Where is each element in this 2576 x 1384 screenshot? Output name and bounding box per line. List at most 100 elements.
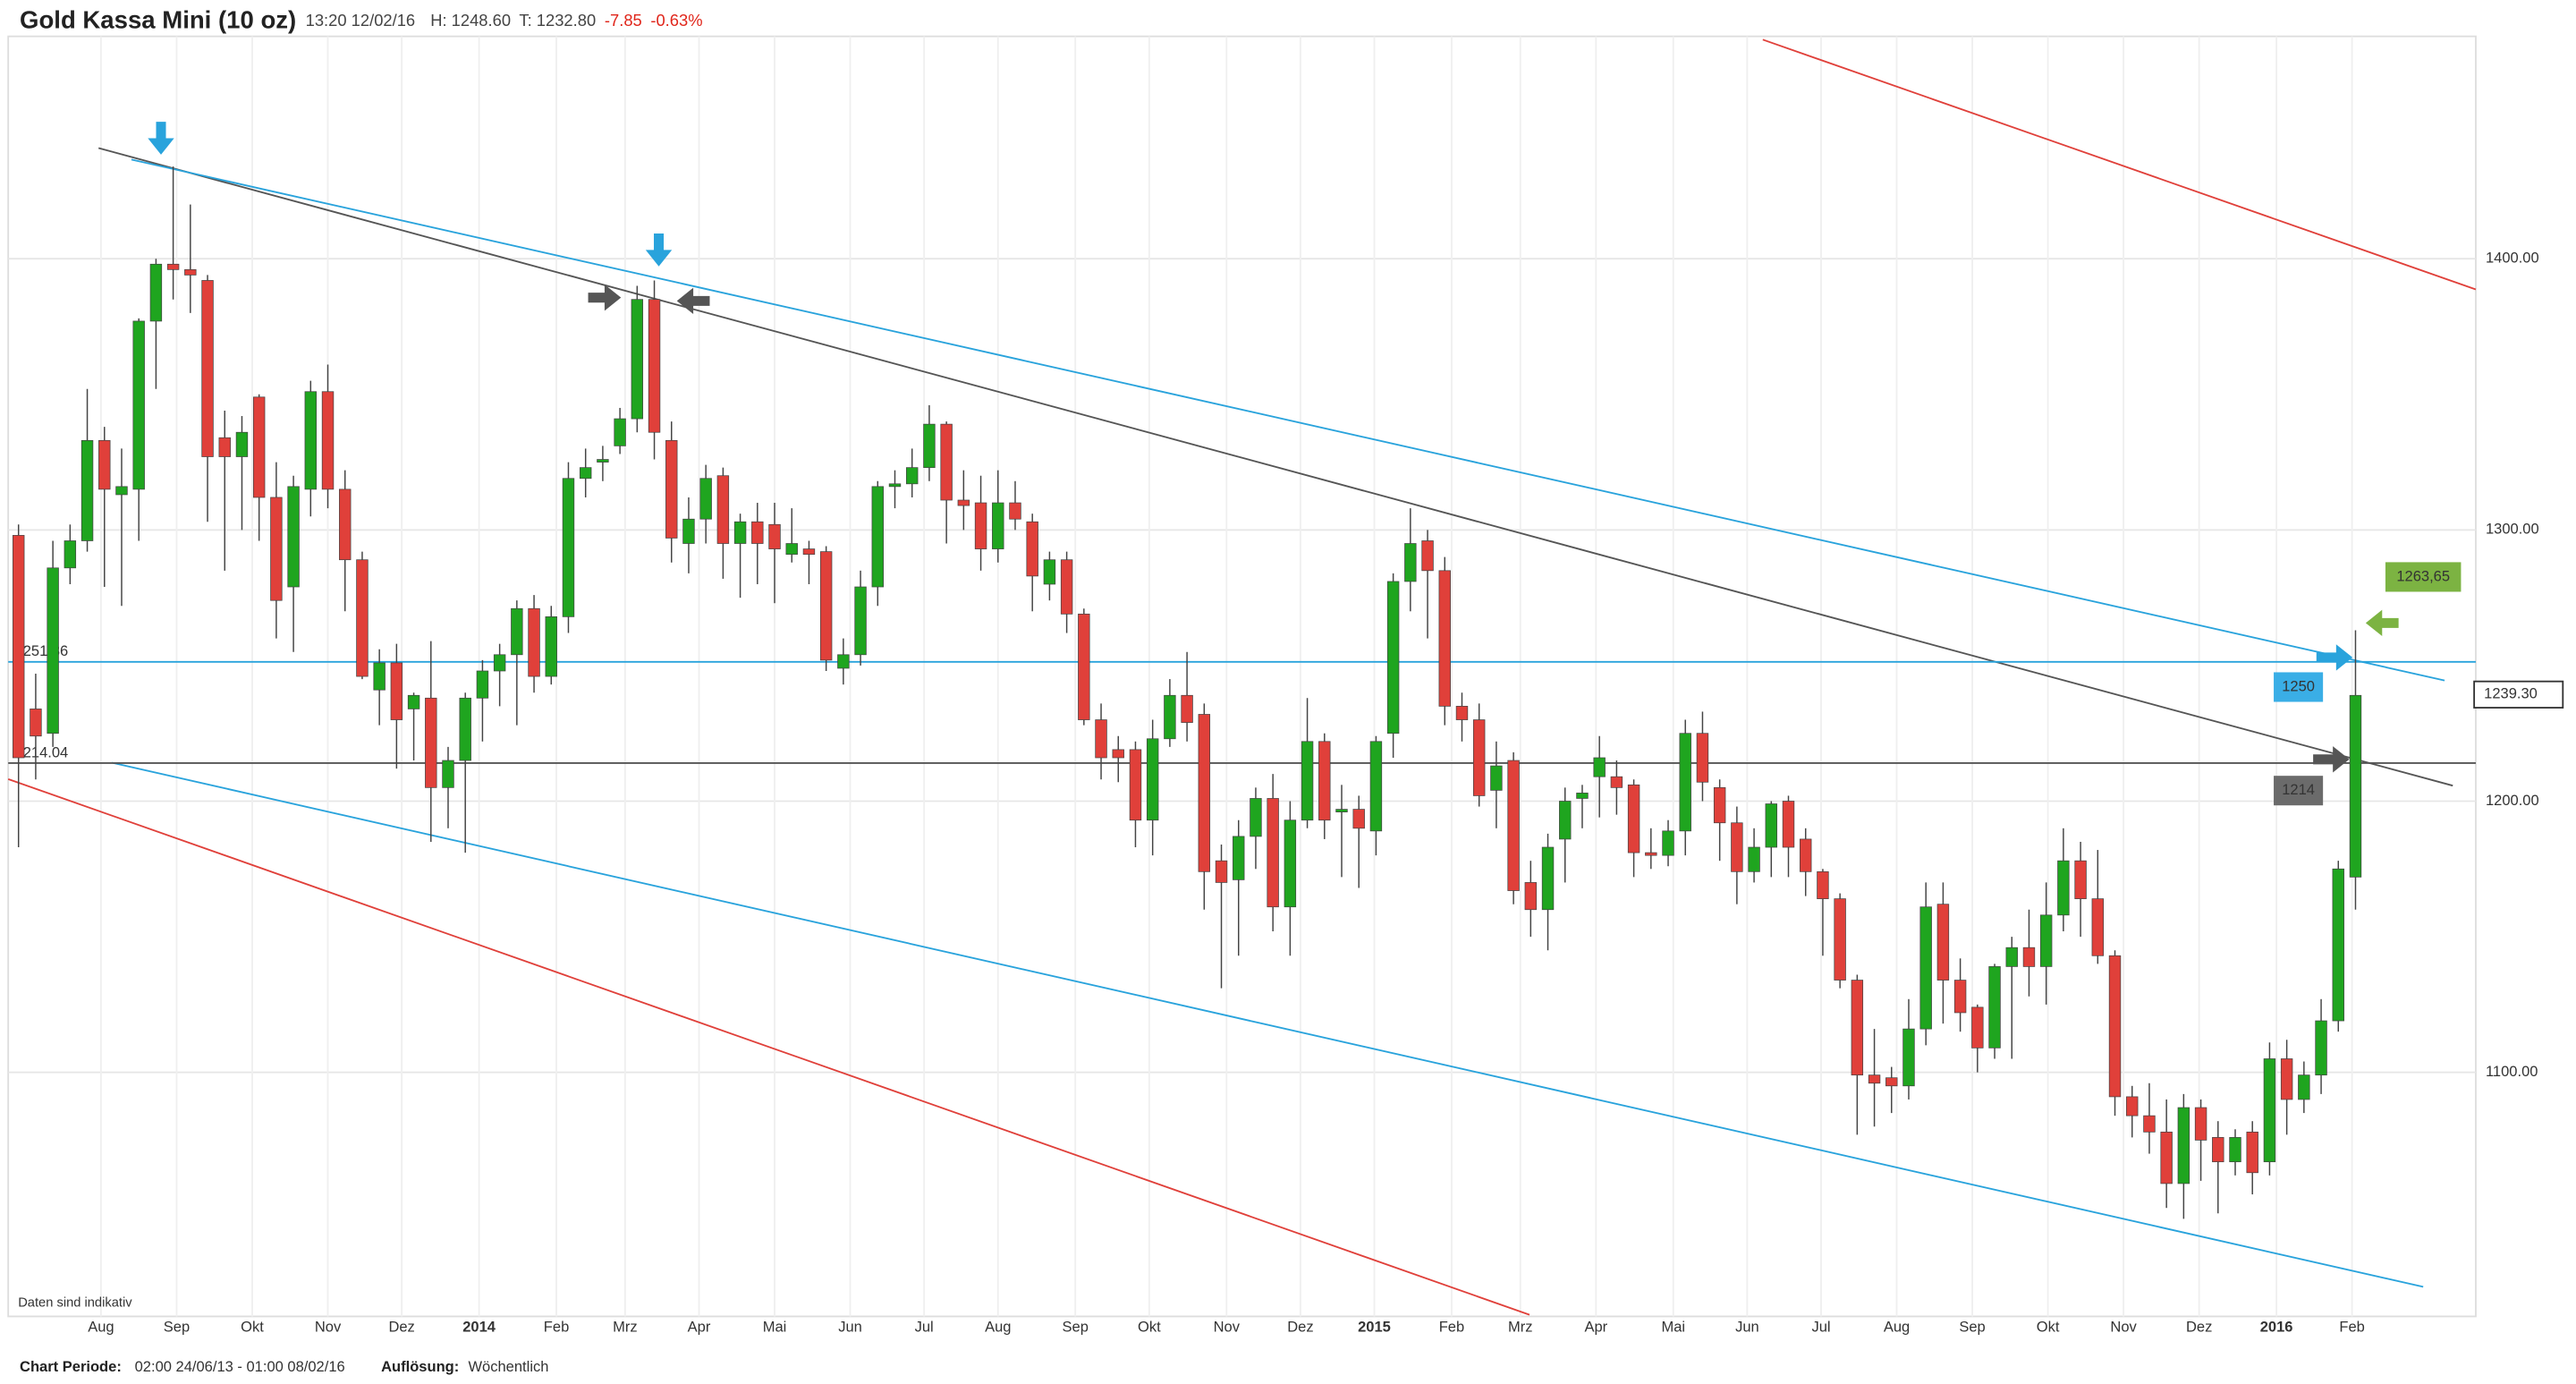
candle-body [321, 391, 335, 490]
candle-body [1215, 860, 1228, 883]
candle-body [47, 567, 59, 734]
x-tick-label: Okt [241, 1319, 264, 1336]
price-line-label: 1214.04 [15, 743, 69, 760]
candle-body [1318, 741, 1331, 821]
candle-body [888, 483, 902, 488]
candle-body [270, 497, 283, 601]
price-tag [2274, 672, 2324, 702]
candle-body [1267, 798, 1279, 908]
candle-body [115, 486, 128, 496]
trend-line [97, 147, 2453, 787]
candle-body [1438, 570, 1451, 707]
last-price-label: 1239.30 [2484, 685, 2538, 702]
price-tag-label: 1250 [2282, 677, 2315, 694]
candle-body [648, 299, 661, 433]
note: Daten sind indikativ [18, 1296, 132, 1311]
candle-body [682, 518, 695, 544]
x-tick-label: Jul [1811, 1319, 1830, 1336]
x-tick-label: Apr [688, 1319, 711, 1336]
x-tick-label: Mai [763, 1319, 787, 1336]
candle-body [1095, 719, 1107, 759]
x-tick-label: Feb [544, 1319, 569, 1336]
candle-body [1627, 784, 1640, 853]
x-tick-label: 2014 [462, 1319, 496, 1336]
candle-body [1748, 846, 1760, 872]
candle-body [166, 263, 180, 270]
candle-body [2160, 1131, 2173, 1184]
price-tag-label: 1214 [2282, 781, 2315, 798]
candle-body [1369, 741, 1383, 832]
candle-body [1078, 613, 1090, 720]
candle-body [854, 586, 867, 656]
candle-body [1472, 719, 1486, 796]
x-tick-label: 2016 [2260, 1319, 2293, 1336]
arrow-right [2316, 644, 2353, 671]
candle-body [476, 670, 489, 699]
candle-body [837, 654, 850, 669]
x-tick-label: Sep [164, 1319, 190, 1336]
x-tick-label: Nov [1214, 1319, 1241, 1336]
candle-body [1731, 822, 1743, 872]
last-price-box [2473, 680, 2564, 709]
candle-body [2005, 947, 2018, 967]
x-tick-label: Aug [985, 1319, 1011, 1336]
x-tick-label: Dez [2186, 1319, 2212, 1336]
y-tick-label: 1200.00 [2486, 792, 2539, 809]
candle-body [1851, 980, 1864, 1076]
x-tick-label: Okt [2037, 1319, 2060, 1336]
candle-body [218, 437, 231, 457]
x-tick-label: 2015 [1358, 1319, 1391, 1336]
price-tags: 1239.30 1263,65 1250 1214 [2274, 562, 2564, 806]
outer-lower [7, 777, 1530, 1316]
x-tick-label: Sep [1063, 1319, 1089, 1336]
arrow-left [2365, 609, 2399, 637]
footer-period: 02:00 24/06/13 - 01:00 08/02/16 [135, 1358, 345, 1375]
candle-body [2332, 868, 2344, 1022]
candle-body [1817, 870, 1829, 899]
x-tick-label: Dez [388, 1319, 414, 1336]
candle-body [1181, 694, 1193, 723]
y-tick-label: 1300.00 [2486, 521, 2539, 538]
header-time: 13:20 12/02/16 [306, 11, 416, 30]
candle-body [390, 662, 403, 720]
header-change-pct: -0.63% [650, 11, 702, 30]
candle-body [13, 535, 25, 759]
candle-body [1421, 540, 1434, 572]
candle-body [768, 523, 781, 549]
candle-body [1352, 809, 1365, 829]
candle-body [1404, 543, 1417, 582]
x-tick-label: Aug [88, 1319, 114, 1336]
candle-body [2039, 914, 2053, 967]
candle-body [2022, 947, 2036, 967]
candle-body [1386, 581, 1400, 734]
channel-upper [131, 158, 2445, 682]
candle-body [235, 431, 249, 457]
x-tick-label: Feb [1439, 1319, 1464, 1336]
candle-body [1455, 706, 1469, 720]
x-tick-label: Dez [1287, 1319, 1313, 1336]
candle-body [923, 423, 936, 469]
candle-body [2298, 1074, 2310, 1100]
candle-body [2212, 1137, 2224, 1163]
candle-body [665, 439, 678, 539]
candle-body [1576, 793, 1589, 799]
candle-body [1765, 803, 1777, 848]
candle-body [64, 540, 77, 569]
candle-body [1800, 838, 1812, 872]
candle-body [493, 654, 506, 672]
arrow-left [676, 287, 710, 315]
candle-body [2143, 1115, 2156, 1133]
channel-lower [111, 761, 2424, 1288]
x-tick-label: Okt [1138, 1319, 1161, 1336]
candle-body [1146, 738, 1159, 821]
x-tick-label: Mrz [613, 1319, 638, 1336]
candle-body [1490, 765, 1503, 791]
candle-body [1559, 801, 1572, 840]
candle-body [1164, 694, 1176, 740]
candle-body [1988, 966, 2001, 1049]
outer-upper [1762, 38, 2477, 291]
candle-body [30, 709, 42, 737]
candle-body [442, 760, 454, 788]
